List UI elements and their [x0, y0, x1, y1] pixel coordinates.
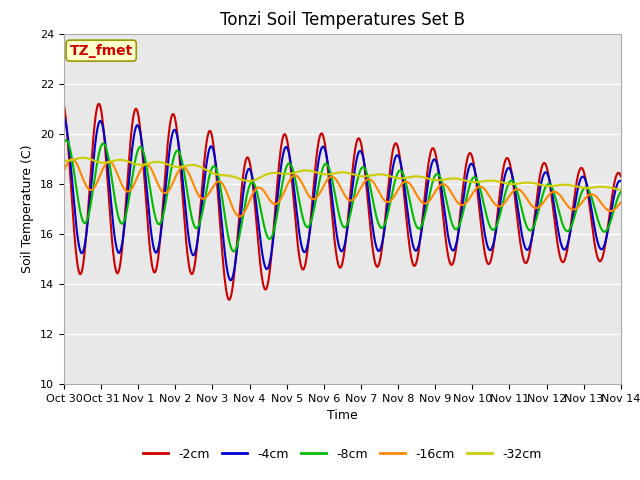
-16cm — [429, 192, 437, 197]
-8cm — [247, 180, 255, 186]
Text: TZ_fmet: TZ_fmet — [70, 44, 133, 58]
Line: -4cm: -4cm — [64, 117, 621, 280]
-8cm — [502, 187, 510, 192]
-16cm — [502, 198, 510, 204]
-32cm — [551, 183, 559, 189]
Line: -16cm: -16cm — [64, 159, 621, 216]
-8cm — [617, 189, 625, 195]
-32cm — [184, 163, 192, 168]
-8cm — [184, 195, 192, 201]
-2cm — [502, 156, 510, 161]
-16cm — [552, 189, 559, 195]
-16cm — [68, 156, 76, 162]
Legend: -2cm, -4cm, -8cm, -16cm, -32cm: -2cm, -4cm, -8cm, -16cm, -32cm — [138, 443, 547, 466]
-2cm — [95, 101, 102, 107]
Line: -8cm: -8cm — [64, 140, 621, 252]
-8cm — [552, 195, 559, 201]
-32cm — [502, 180, 509, 186]
Title: Tonzi Soil Temperatures Set B: Tonzi Soil Temperatures Set B — [220, 11, 465, 29]
-4cm — [429, 157, 437, 163]
-8cm — [62, 137, 70, 143]
-8cm — [171, 152, 179, 157]
-4cm — [502, 169, 509, 175]
-2cm — [617, 173, 625, 179]
-32cm — [171, 164, 179, 169]
-32cm — [429, 177, 437, 183]
Line: -2cm: -2cm — [64, 104, 621, 300]
-16cm — [617, 199, 625, 205]
-8cm — [230, 249, 237, 254]
-4cm — [246, 168, 254, 173]
-2cm — [247, 166, 255, 172]
-2cm — [60, 103, 68, 108]
Line: -32cm: -32cm — [64, 158, 621, 190]
-2cm — [225, 297, 233, 302]
-2cm — [184, 257, 192, 263]
-8cm — [429, 176, 437, 182]
-16cm — [171, 176, 179, 182]
-16cm — [60, 168, 68, 174]
-4cm — [551, 208, 559, 214]
-4cm — [227, 277, 235, 283]
-2cm — [552, 225, 559, 231]
-16cm — [184, 169, 192, 175]
-32cm — [60, 158, 68, 164]
-32cm — [617, 187, 625, 192]
-4cm — [617, 178, 625, 184]
-32cm — [79, 155, 87, 161]
-8cm — [60, 140, 68, 145]
-4cm — [60, 114, 68, 120]
-32cm — [246, 178, 254, 184]
X-axis label: Time: Time — [327, 409, 358, 422]
-2cm — [429, 145, 437, 151]
-4cm — [184, 228, 191, 234]
-16cm — [236, 214, 243, 219]
-2cm — [171, 114, 179, 120]
-4cm — [170, 127, 178, 132]
-16cm — [247, 195, 255, 201]
Y-axis label: Soil Temperature (C): Soil Temperature (C) — [22, 144, 35, 273]
